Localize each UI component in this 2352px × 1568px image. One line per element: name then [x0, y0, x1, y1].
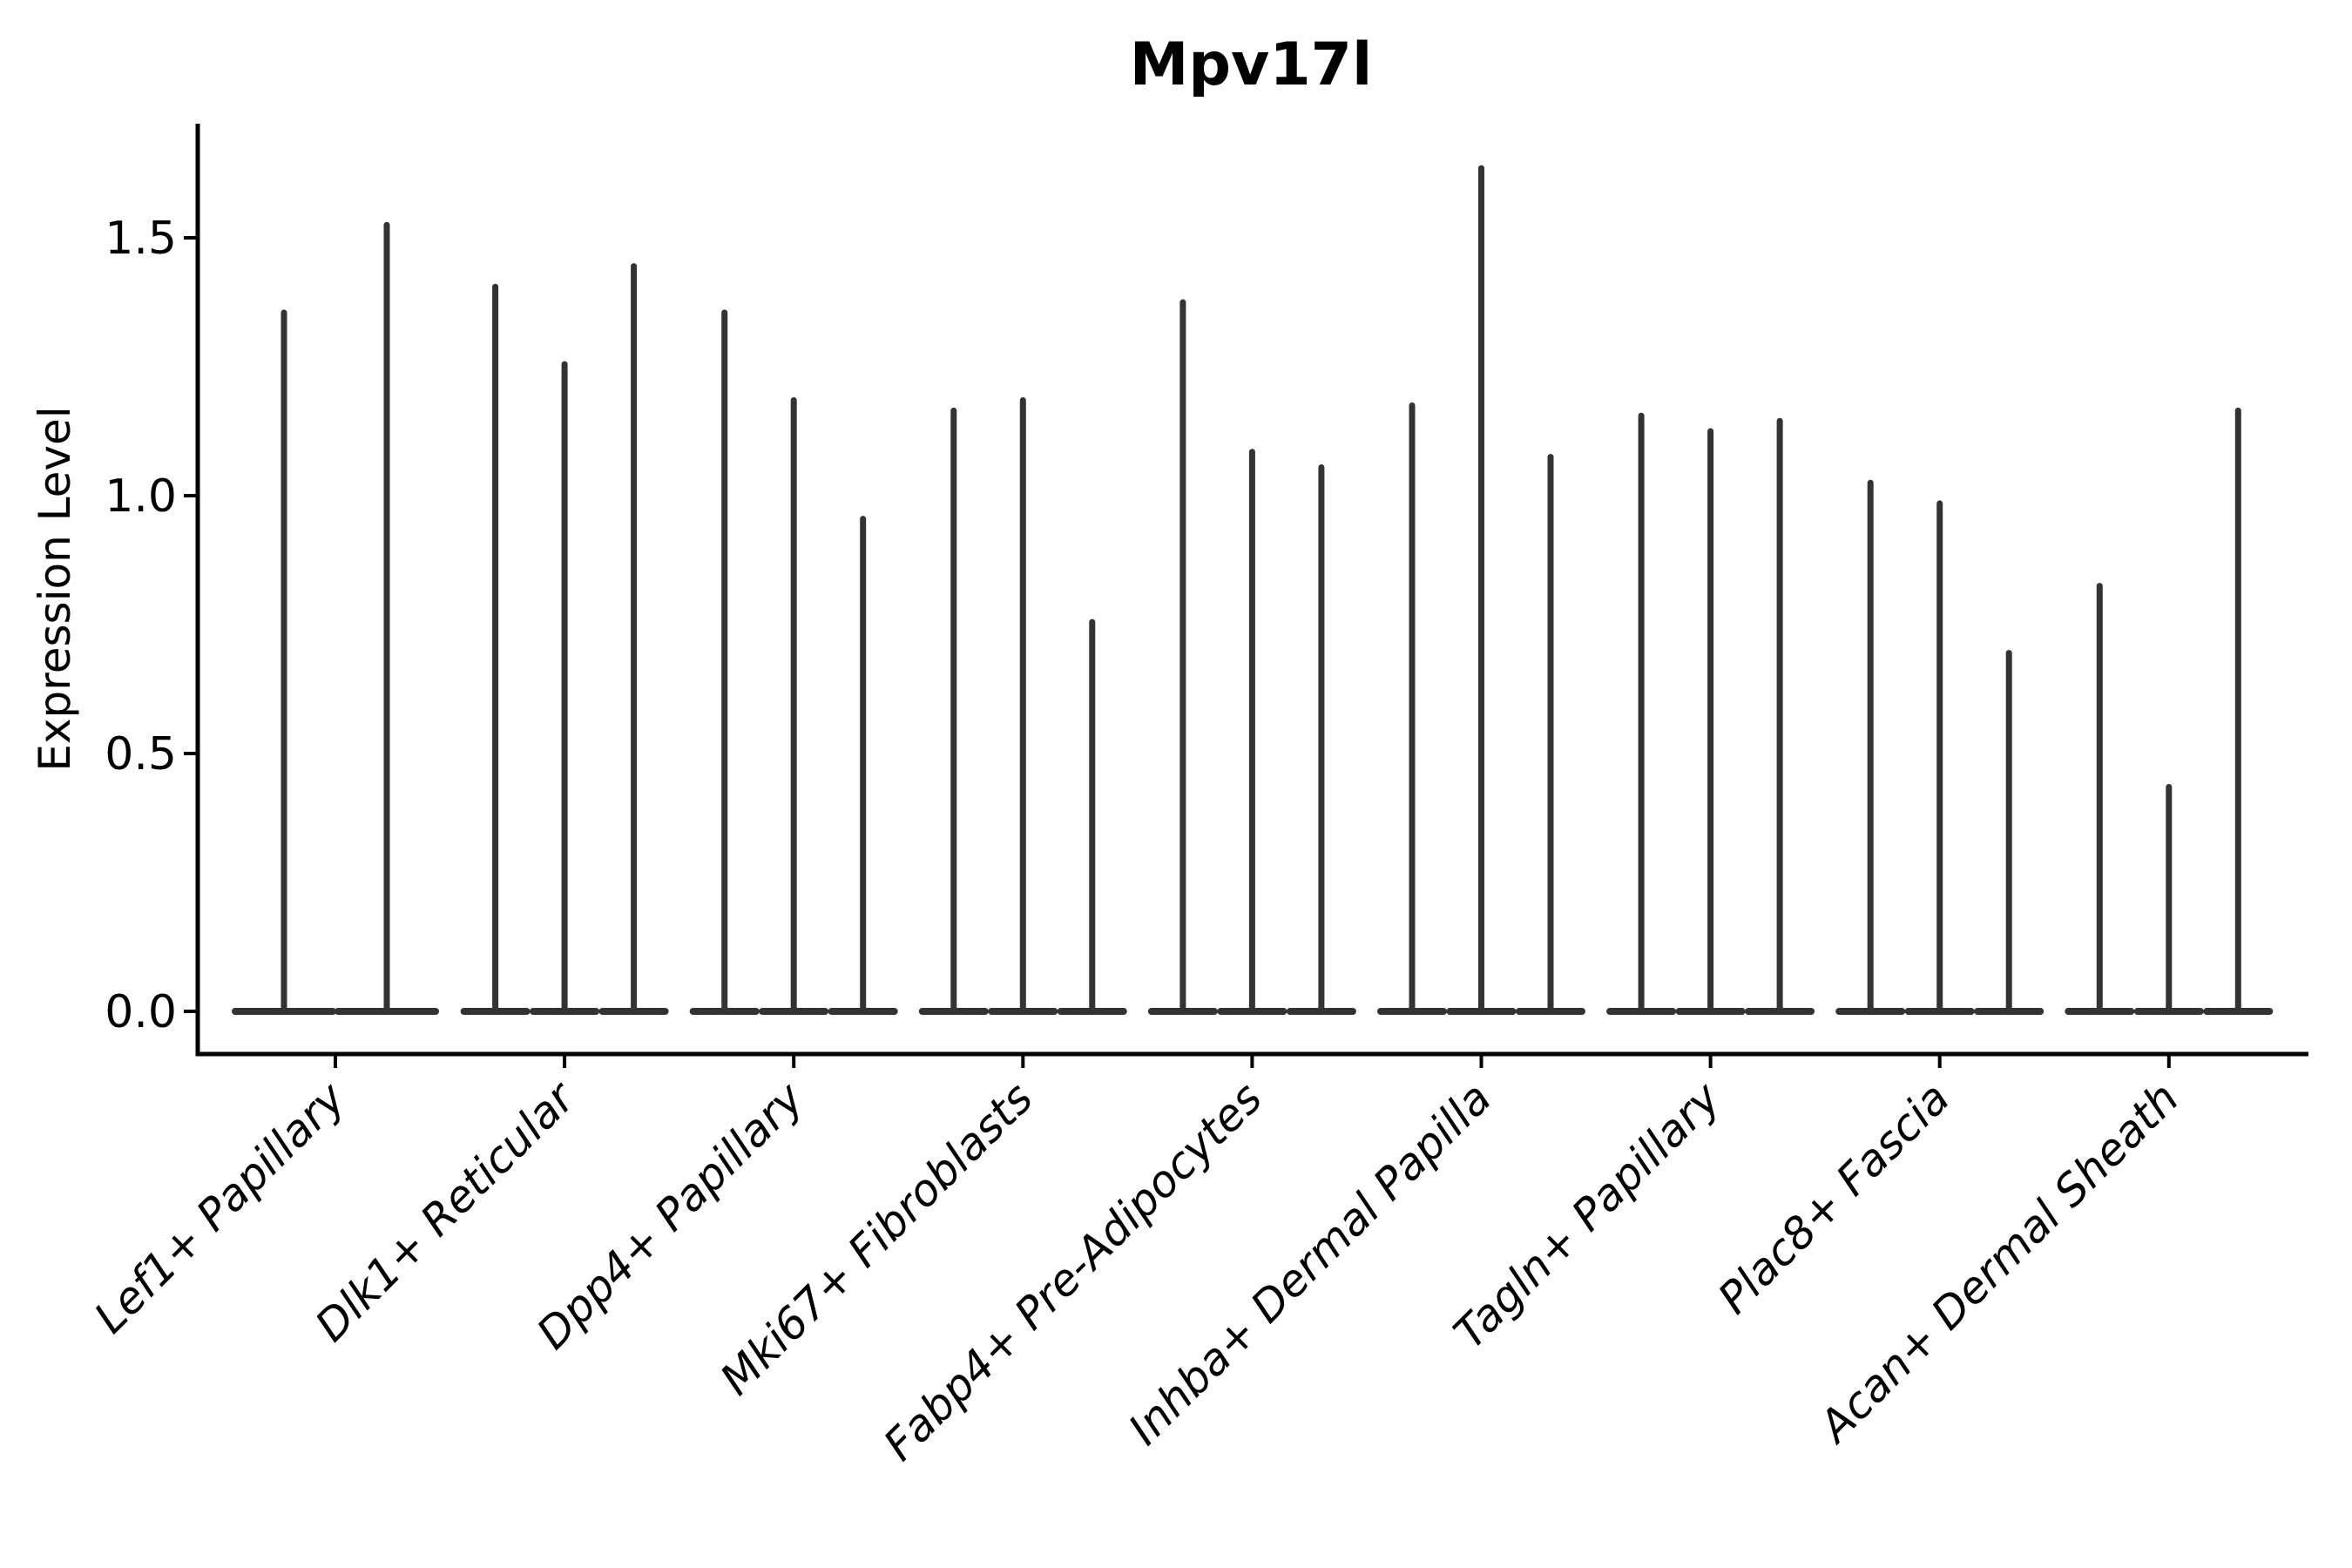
y-axis-label: Expression Level — [30, 406, 80, 771]
y-tick-labels: 0.0 0.5 1.0 1.5 — [105, 213, 177, 1038]
x-tick-label: Plac8+ Fascia — [1708, 1072, 1959, 1323]
y-tick-label: 1.0 — [105, 470, 177, 523]
violins-layer — [232, 165, 2274, 1015]
chart-title: Mpv17l — [1130, 30, 1373, 99]
axes-layer — [184, 124, 2308, 1068]
y-tick-label: 0.0 — [105, 986, 177, 1038]
x-tick-label: Fabp4+ Pre-Adipocytes — [874, 1072, 1272, 1470]
y-tick-label: 0.5 — [105, 728, 177, 781]
x-tick-label: Lef1+ Papillary — [84, 1071, 355, 1342]
y-tick-label: 1.5 — [105, 213, 177, 265]
x-tick-label: Inhba+ Dermal Papilla — [1119, 1072, 1501, 1454]
x-tick-label: Acan+ Dermal Sheath — [1808, 1072, 2188, 1453]
